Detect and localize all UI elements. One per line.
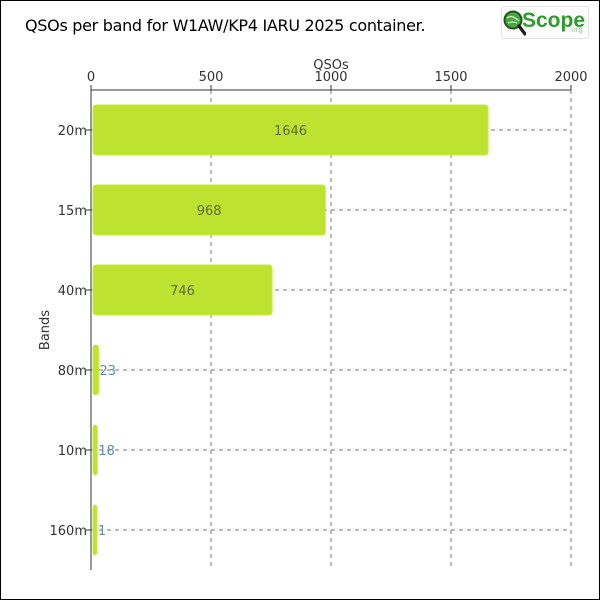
bar — [92, 104, 489, 156]
bar — [92, 344, 100, 396]
data-label: 1 — [98, 524, 106, 539]
labels: 1646 968 746 23 18 1 — [98, 124, 307, 539]
gridlines — [91, 90, 572, 570]
y-tick-label: 160m — [50, 524, 87, 539]
data-label: 746 — [170, 284, 195, 299]
y-tick-label: 10m — [58, 444, 87, 459]
x-tick-label: 2000 — [554, 70, 587, 85]
x-tick-label: 0 — [87, 70, 95, 85]
bar — [92, 424, 98, 476]
data-label: 1646 — [274, 124, 307, 139]
qscope-logo: Scope .org — [501, 6, 589, 39]
x-tick-label: 1500 — [434, 70, 467, 85]
y-tick-label: 15m — [58, 204, 87, 219]
logo-text: Scope — [522, 9, 586, 32]
bar — [92, 184, 326, 236]
y-tick-label: 80m — [58, 364, 87, 379]
bar — [92, 264, 273, 316]
bars — [92, 104, 489, 556]
logo-subtext: .org — [569, 25, 583, 34]
y-tick-label: 20m — [58, 124, 87, 139]
y-tick-label: 40m — [58, 284, 87, 299]
magnifier-globe-icon — [503, 10, 526, 36]
data-label: 23 — [100, 364, 117, 379]
y-axis-title: Bands — [38, 310, 53, 350]
data-label: 968 — [197, 204, 222, 219]
data-label: 18 — [98, 444, 115, 459]
x-axis-title: QSOs — [313, 58, 349, 73]
bar — [92, 504, 98, 556]
axes: 0 500 1000 1500 2000 QSOs Bands 20m 15m 40m 80m 10m… — [38, 58, 588, 570]
x-tick-label: 1000 — [314, 70, 347, 85]
chart-title: QSOs per band for W1AW/KP4 IARU 2025 con… — [25, 16, 426, 35]
x-tick-label: 500 — [199, 70, 224, 85]
